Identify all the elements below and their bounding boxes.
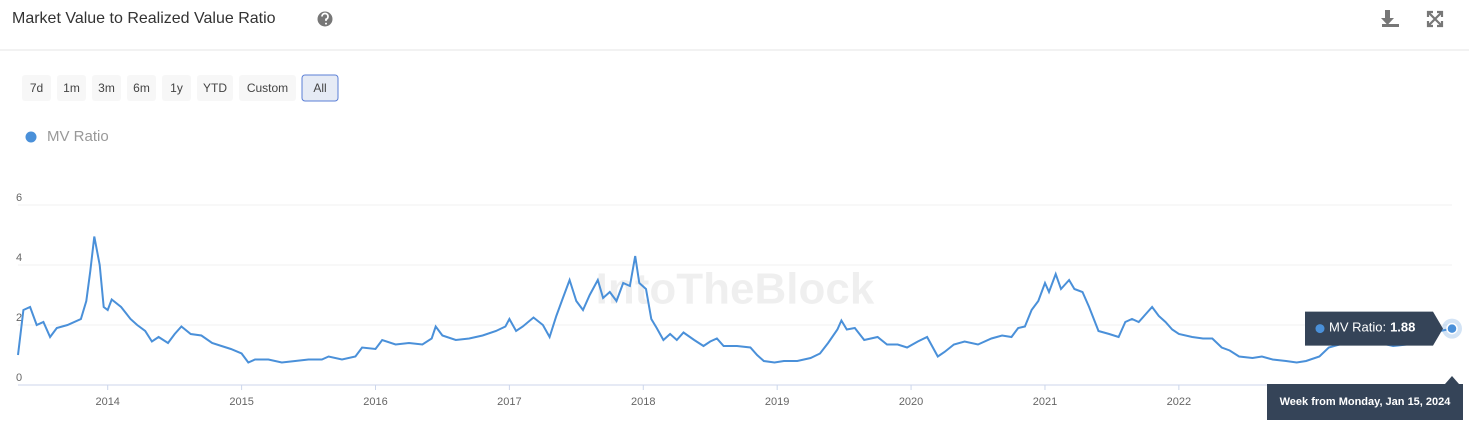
chart-title: Market Value to Realized Value Ratio xyxy=(12,10,276,27)
tooltip-value: 1.88 xyxy=(1390,320,1415,335)
y-tick-label: 0 xyxy=(16,372,22,384)
tooltip-label: MV Ratio: xyxy=(1329,320,1386,335)
range-button[interactable]: All xyxy=(301,74,339,102)
button-bg[interactable] xyxy=(22,75,51,101)
data-line xyxy=(17,236,1453,364)
legend-marker xyxy=(25,131,37,143)
button-bg[interactable] xyxy=(92,75,121,101)
legend-label[interactable]: MV Ratio xyxy=(47,128,109,145)
range-button[interactable]: 7d xyxy=(22,75,51,101)
button-bg[interactable] xyxy=(57,75,86,101)
button-bg[interactable] xyxy=(301,74,339,102)
watermark: IntoTheBlock xyxy=(596,265,875,314)
range-button[interactable]: 1m xyxy=(57,75,86,101)
tooltip-marker xyxy=(1315,324,1325,334)
x-tick-label: 2019 xyxy=(765,396,789,408)
button-label[interactable]: All xyxy=(313,81,326,95)
range-button[interactable]: YTD xyxy=(197,75,233,101)
date-label: Week from Monday, Jan 15, 2024 xyxy=(1280,396,1452,408)
button-label[interactable]: 3m xyxy=(98,81,115,95)
x-tick-label: 2018 xyxy=(631,396,655,408)
button-label[interactable]: 1m xyxy=(63,81,80,95)
y-tick-label: 2 xyxy=(16,312,22,324)
range-button[interactable]: Custom xyxy=(239,75,296,101)
date-box xyxy=(1267,376,1463,420)
range-button[interactable]: 1y xyxy=(162,75,191,101)
y-tick-label: 6 xyxy=(16,192,22,204)
date-tooltip: Week from Monday, Jan 15, 2024 xyxy=(1267,376,1463,420)
plot-area: 0 2 4 6 2014 2015 2016 2017 2018 2019 2020 2021 2022… xyxy=(16,192,1463,420)
range-buttons: 7d 1m 3m 6m 1y YTD Custom All xyxy=(22,74,339,102)
x-tick-label: 2014 xyxy=(95,396,119,408)
help-icon[interactable] xyxy=(317,11,333,27)
button-bg[interactable] xyxy=(239,75,296,101)
x-tick-label: 2020 xyxy=(899,396,923,408)
button-bg[interactable] xyxy=(162,75,191,101)
hover-point xyxy=(1446,322,1458,335)
download-icon[interactable] xyxy=(1381,10,1399,27)
tooltip: MV Ratio: 1.88 xyxy=(1305,311,1443,346)
x-tick-label: 2016 xyxy=(363,396,387,408)
button-label[interactable]: 1y xyxy=(170,81,183,95)
x-tick-label: 2021 xyxy=(1033,396,1057,408)
tooltip-text: MV Ratio: 1.88 xyxy=(1329,320,1415,335)
y-tick-label: 4 xyxy=(16,252,22,264)
fullscreen-icon[interactable] xyxy=(1426,10,1444,28)
tooltip-box xyxy=(1305,311,1443,346)
button-label[interactable]: YTD xyxy=(203,81,227,95)
button-label[interactable]: Custom xyxy=(247,81,288,95)
x-tick-label: 2015 xyxy=(229,396,253,408)
range-button[interactable]: 3m xyxy=(92,75,121,101)
button-label[interactable]: 6m xyxy=(133,81,150,95)
range-button[interactable]: 6m xyxy=(127,75,156,101)
x-tick-label: 2017 xyxy=(497,396,521,408)
button-bg[interactable] xyxy=(127,75,156,101)
x-tick-label: 2022 xyxy=(1167,396,1191,408)
button-label[interactable]: 7d xyxy=(30,81,43,95)
button-bg[interactable] xyxy=(197,75,233,101)
